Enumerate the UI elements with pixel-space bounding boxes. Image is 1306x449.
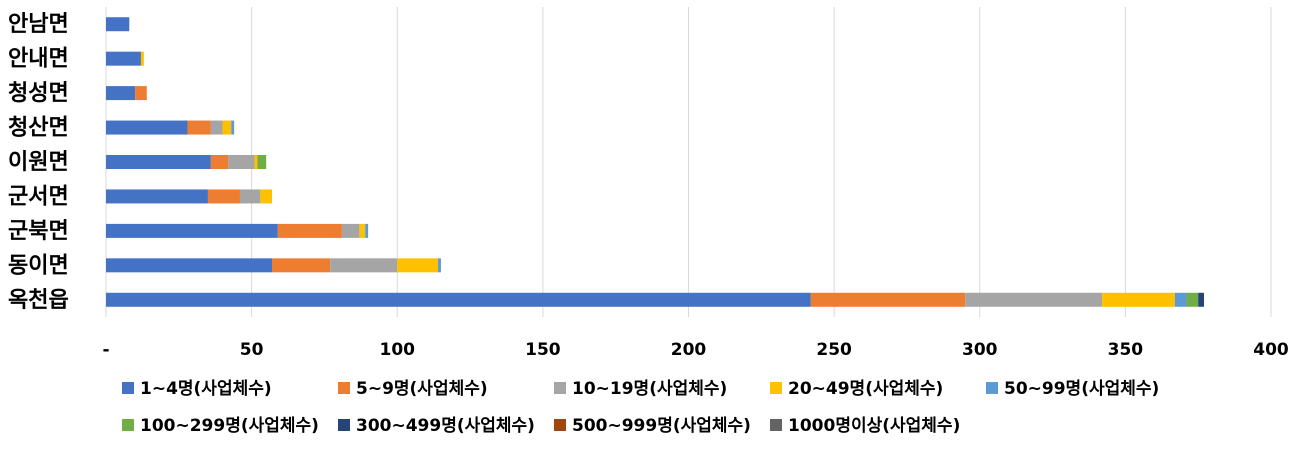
legend-label: 50~99명(사업체수)	[1004, 379, 1159, 399]
bar-segment	[106, 258, 273, 273]
category-label: 안내면	[8, 47, 69, 72]
x-tick-label: 50	[240, 340, 264, 360]
bar-segment	[965, 292, 1103, 307]
bar-segment	[239, 189, 261, 204]
bar-segment	[106, 292, 811, 307]
bar-segment	[207, 189, 240, 204]
bar-segment	[260, 189, 273, 204]
bar-segment	[106, 189, 208, 204]
bar-segment	[330, 258, 398, 273]
bar-segment	[210, 155, 229, 169]
category-label: 청산면	[8, 116, 69, 141]
legend-swatch	[122, 382, 134, 394]
bar-segment	[341, 223, 360, 238]
legend-label: 300~499명(사업체수)	[356, 416, 535, 436]
bar-segment	[1186, 292, 1199, 307]
category-label: 안남면	[8, 12, 69, 37]
bar-segment	[254, 155, 258, 169]
bar-segment	[231, 120, 235, 135]
legend-swatch	[770, 382, 782, 394]
legend-label: 20~49명(사업체수)	[788, 379, 943, 399]
x-tick-label: 300	[962, 340, 998, 360]
legend-swatch	[554, 419, 566, 431]
x-tick-label: 150	[525, 340, 561, 360]
legend-label: 5~9명(사업체수)	[356, 379, 488, 399]
bar-segment	[810, 292, 966, 307]
x-tick-label: 100	[380, 340, 416, 360]
bar-segment	[1174, 292, 1187, 307]
legend-swatch	[122, 419, 134, 431]
x-tick-label: 200	[671, 340, 707, 360]
bar-segment	[438, 258, 441, 273]
bar-segment	[187, 120, 211, 135]
x-tick-label: -	[102, 340, 109, 360]
bar-segment	[140, 51, 144, 66]
category-label: 동이면	[8, 253, 69, 278]
legend-label: 1000명이상(사업체수)	[788, 416, 960, 436]
x-tick-label: 400	[1253, 340, 1289, 360]
bar-segment	[210, 120, 223, 135]
bar-segment	[359, 223, 366, 238]
bar-segment	[106, 17, 130, 32]
bar-segment	[106, 120, 188, 135]
bar-segment	[106, 51, 141, 66]
legend-swatch	[770, 419, 782, 431]
x-tick-label: 350	[1108, 340, 1144, 360]
legend-label: 500~999명(사업체수)	[572, 416, 751, 436]
bar-segment	[1198, 292, 1205, 307]
category-label: 군북면	[8, 219, 69, 244]
legend-label: 1~4명(사업체수)	[140, 379, 272, 399]
bar-segment	[277, 223, 342, 238]
bar-segment	[106, 155, 211, 169]
legend-swatch	[986, 382, 998, 394]
bar-segment	[365, 223, 369, 238]
bar-segment	[272, 258, 331, 273]
bar-segment	[135, 86, 147, 101]
bar-segment	[257, 155, 267, 169]
bar-segment	[397, 258, 439, 273]
category-label: 이원면	[8, 150, 69, 175]
legend-swatch	[554, 382, 566, 394]
bar-segment	[222, 120, 232, 135]
category-label: 군서면	[8, 184, 69, 209]
bar-segment	[106, 86, 136, 101]
category-label: 옥천읍	[8, 288, 69, 313]
bar-segment	[1102, 292, 1175, 307]
category-label: 청성면	[8, 81, 69, 106]
legend-swatch	[338, 382, 350, 394]
legend-label: 100~299명(사업체수)	[140, 416, 319, 436]
legend-label: 10~19명(사업체수)	[572, 379, 727, 399]
bar-segment	[106, 223, 278, 238]
x-tick-label: 250	[816, 340, 852, 360]
bar-segment	[228, 155, 255, 169]
legend-swatch	[338, 419, 350, 431]
